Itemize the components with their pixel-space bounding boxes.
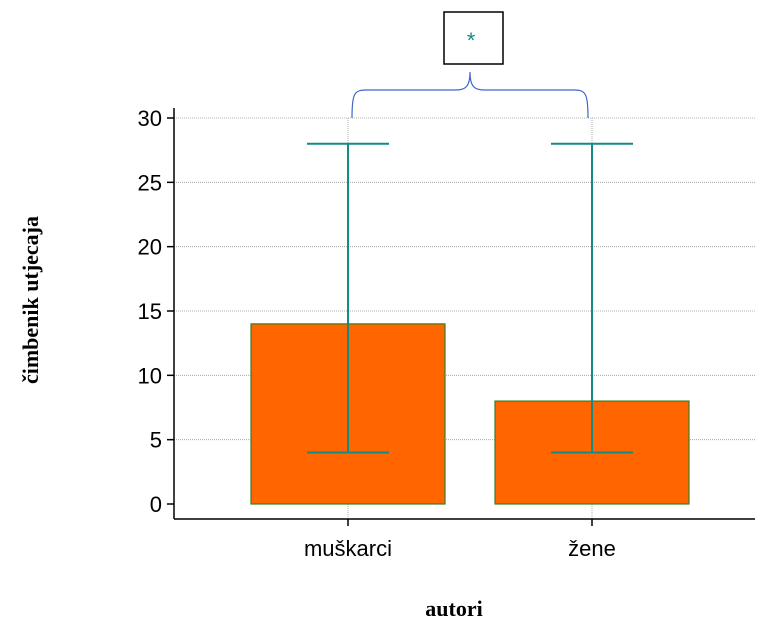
y-tick-label: 30 (138, 106, 162, 131)
tick-labels: 0 5 10 15 20 25 30 muškarci žene (138, 106, 616, 561)
x-tick-label: muškarci (304, 536, 392, 561)
significance-asterisk: * (467, 28, 476, 53)
annotation-box (443, 11, 504, 65)
y-tick-label: 10 (138, 363, 162, 388)
x-tick-label: žene (568, 536, 616, 561)
significance-bracket (351, 71, 589, 119)
y-tick-label: 5 (150, 428, 162, 453)
axes (167, 108, 755, 526)
significance-annotation: * (351, 11, 589, 119)
y-tick-label: 15 (138, 299, 162, 324)
y-tick-label: 0 (150, 492, 162, 517)
error-bars (307, 142, 633, 454)
y-tick-label: 20 (138, 235, 162, 260)
error-bar (551, 142, 633, 454)
y-tick-label: 25 (138, 170, 162, 195)
y-axis-label: čimbenik utjecaja (18, 216, 43, 384)
error-bar (307, 142, 389, 454)
x-axis-label: autori (425, 596, 482, 621)
bars (250, 323, 690, 505)
